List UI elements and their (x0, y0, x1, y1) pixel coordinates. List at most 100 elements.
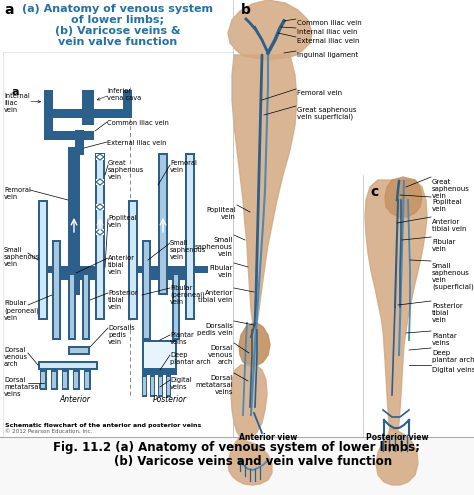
Bar (74, 372, 79, 388)
Text: Dorsalis
pedis
vein: Dorsalis pedis vein (108, 325, 135, 345)
Bar (53, 372, 56, 388)
Text: Femoral
vein: Femoral vein (170, 160, 197, 173)
Bar (130, 202, 136, 318)
Text: Digital
veins: Digital veins (170, 377, 191, 390)
Bar (123, 90, 132, 118)
Polygon shape (231, 365, 267, 439)
Bar (142, 370, 177, 375)
Text: (b) Varicose veins &: (b) Varicose veins & (55, 26, 181, 36)
Text: Dorsal
venous
arch: Dorsal venous arch (208, 345, 233, 365)
Polygon shape (376, 429, 418, 485)
Bar (143, 377, 146, 395)
Bar (142, 273, 187, 280)
Bar (44, 90, 53, 118)
Text: vein valve function: vein valve function (58, 37, 178, 47)
Text: Small
saphenous
vein
(superficial): Small saphenous vein (superficial) (432, 263, 474, 291)
Bar (44, 117, 53, 140)
Bar (142, 340, 177, 370)
Bar (167, 377, 170, 395)
Text: Fig. 11.2 (a) Anatomy of venous system of lower limbs;: Fig. 11.2 (a) Anatomy of venous system o… (54, 441, 420, 454)
Text: Posterior
tibial
vein: Posterior tibial vein (108, 290, 137, 310)
Bar (40, 363, 96, 368)
Text: Common iliac vein: Common iliac vein (297, 20, 362, 26)
Bar (96, 154, 104, 160)
Text: Small
saphenous
vein: Small saphenous vein (170, 240, 206, 260)
Bar (70, 348, 88, 353)
Bar (95, 153, 105, 320)
Text: Internal
iliac
vein: Internal iliac vein (4, 93, 30, 113)
Text: Great
saphenous
vein: Great saphenous vein (432, 179, 470, 199)
Bar (158, 266, 208, 273)
Text: External iliac vein: External iliac vein (107, 140, 166, 146)
Text: Fibular
(peroneal)
vein: Fibular (peroneal) vein (4, 300, 39, 320)
Bar (68, 273, 76, 340)
Text: c: c (370, 185, 378, 199)
Bar (144, 342, 175, 368)
Text: Fibular
vein: Fibular vein (210, 265, 233, 278)
Text: (a) Anatomy of venous system: (a) Anatomy of venous system (22, 4, 213, 14)
Text: Anterior
tibial vein: Anterior tibial vein (199, 290, 233, 303)
Bar (142, 240, 151, 340)
Text: Digital veins: Digital veins (432, 367, 474, 373)
Text: Inguinal ligament: Inguinal ligament (297, 52, 358, 58)
Text: Deep
plantar arch: Deep plantar arch (432, 350, 474, 363)
Text: a: a (4, 3, 13, 17)
Bar (96, 204, 104, 210)
Bar (185, 153, 195, 320)
Bar (62, 370, 69, 390)
Bar (96, 229, 104, 235)
Text: Small
saphenous
vein: Small saphenous vein (195, 237, 233, 257)
Text: Deep
plantar arch: Deep plantar arch (170, 352, 211, 365)
Bar (38, 361, 98, 370)
Bar (96, 179, 104, 185)
Text: Common iliac vein: Common iliac vein (107, 120, 169, 126)
Bar (42, 372, 46, 388)
Polygon shape (239, 323, 270, 366)
Bar (97, 155, 103, 318)
Bar (3, 52, 233, 437)
Text: Femoral vein: Femoral vein (297, 90, 342, 96)
Bar (40, 202, 46, 318)
Text: Posterior
tibial
vein: Posterior tibial vein (432, 303, 463, 323)
Bar (166, 375, 171, 397)
Text: Posterior view: Posterior view (366, 433, 428, 442)
Bar (82, 273, 90, 340)
Text: Great
saphenous
vein: Great saphenous vein (108, 160, 144, 180)
Text: Small
saphenous
vein: Small saphenous vein (4, 247, 40, 267)
Bar (52, 240, 61, 340)
Text: © 2012 Pearson Education, Inc.: © 2012 Pearson Education, Inc. (5, 429, 92, 434)
Text: Great saphenous
vein superficial): Great saphenous vein superficial) (297, 107, 356, 120)
Bar (159, 377, 162, 395)
Bar (82, 90, 94, 125)
Bar (85, 372, 90, 388)
Bar (54, 242, 59, 338)
Text: (b) Varicose veins and vein valve function: (b) Varicose veins and vein valve functi… (82, 455, 392, 468)
Polygon shape (232, 55, 297, 325)
Text: Popliteal
vein: Popliteal vein (432, 199, 462, 212)
Text: External iliac vein: External iliac vein (297, 38, 359, 44)
Text: Dorsal
metatarsal
veins: Dorsal metatarsal veins (4, 377, 40, 397)
Bar (68, 266, 105, 273)
Bar (38, 200, 48, 320)
Text: Popliteal
vein: Popliteal vein (108, 215, 137, 228)
Text: Dorsal
venous
arch: Dorsal venous arch (4, 347, 28, 367)
Text: Schematic flowchart of the anterior and posterior veins: Schematic flowchart of the anterior and … (5, 423, 201, 428)
Bar (73, 370, 80, 390)
Text: Anterior
tibial
vein: Anterior tibial vein (108, 255, 135, 275)
Text: b: b (241, 3, 251, 17)
Bar (128, 200, 138, 320)
Text: Anterior view: Anterior view (239, 433, 297, 442)
Bar (52, 273, 97, 280)
Bar (51, 370, 58, 390)
Bar (44, 109, 82, 118)
Bar (84, 370, 91, 390)
Polygon shape (365, 180, 427, 430)
Text: Dorsalis
pedis vein: Dorsalis pedis vein (197, 323, 233, 336)
Text: of lower limbs;: of lower limbs; (72, 15, 164, 25)
Bar (160, 155, 166, 293)
Text: Dorsal
metatarsal
veins: Dorsal metatarsal veins (195, 375, 233, 395)
Bar (70, 275, 74, 338)
Polygon shape (385, 177, 422, 217)
Text: Internal iliac vein: Internal iliac vein (297, 29, 357, 35)
Text: Posterior: Posterior (153, 395, 187, 404)
